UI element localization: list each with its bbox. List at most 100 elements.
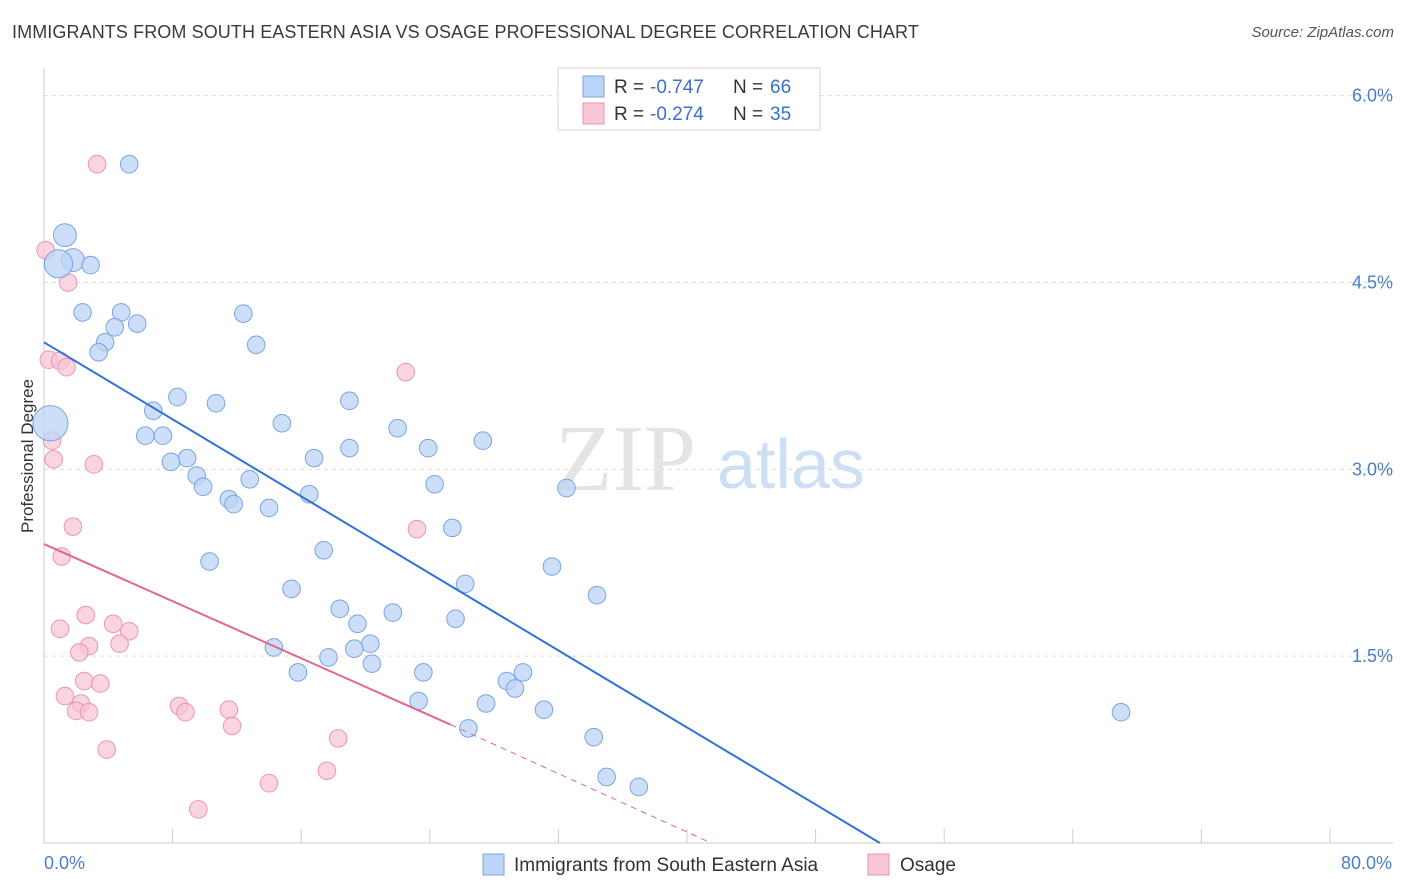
y-tick-label: 1.5%	[1352, 646, 1393, 666]
osage-point	[222, 716, 242, 736]
sea-point	[513, 663, 533, 682]
sea-point	[473, 431, 493, 450]
sea-point	[340, 438, 359, 458]
osage-point	[57, 357, 76, 377]
stats-r-value-osage: -0.274	[650, 104, 704, 125]
sea-point	[288, 663, 308, 682]
osage-point	[63, 517, 83, 536]
osage-point	[74, 671, 94, 691]
sea-point	[455, 574, 475, 594]
osage-point	[50, 619, 70, 639]
stats-r-value-sea: -0.747	[650, 77, 704, 98]
osage-point	[189, 800, 208, 819]
sea-point	[73, 303, 92, 322]
stats-n-value-osage: 35	[770, 104, 791, 125]
sea-point	[200, 552, 219, 571]
sea-point	[383, 603, 403, 622]
sea-point	[177, 448, 197, 468]
sea-point	[459, 719, 478, 738]
stats-n-label-osage: N =	[733, 104, 763, 125]
sea-point	[32, 405, 69, 442]
osage-point	[119, 621, 139, 641]
osage-point	[176, 702, 195, 722]
x-tick-label-max: 80.0%	[1341, 853, 1392, 873]
trend-lines	[43, 341, 881, 844]
legend-swatch-sea	[482, 853, 505, 876]
y-tick-label: 3.0%	[1352, 459, 1393, 479]
sea-point	[361, 634, 380, 654]
osage-trend-line	[43, 543, 452, 726]
sea-point	[330, 599, 350, 619]
sea-trend-line	[43, 341, 881, 844]
sea-point	[340, 391, 359, 411]
y-tick-label: 4.5%	[1352, 273, 1393, 293]
sea-point	[264, 638, 284, 657]
stats-swatch-osage	[582, 102, 605, 125]
osage-point	[407, 519, 427, 539]
sea-point	[127, 314, 147, 333]
sea-point	[259, 498, 279, 518]
stats-box: R = -0.747 N = 66 R = -0.274 N = 35	[557, 67, 821, 131]
sea-point	[193, 477, 213, 497]
sea-point	[81, 255, 100, 275]
sea-point	[388, 418, 407, 438]
osage-point	[55, 686, 75, 706]
y-axis-label: Professional Degree	[18, 379, 37, 533]
watermark-atlas: atlas	[717, 425, 865, 503]
sea-point	[161, 452, 181, 472]
stats-n-value-sea: 66	[770, 77, 791, 98]
stats-r-label-osage: R =	[614, 104, 644, 125]
sea-point	[272, 413, 292, 433]
osage-point	[259, 773, 279, 793]
y-tick-label: 6.0%	[1352, 86, 1393, 106]
y-tick-labels: 1.5% 3.0% 4.5% 6.0%	[1352, 86, 1393, 666]
gridlines	[44, 95, 1393, 657]
stats-r-label-sea: R =	[614, 77, 644, 98]
osage-point	[90, 674, 110, 693]
sea-point	[629, 777, 649, 797]
sea-point	[234, 304, 253, 323]
sea-point	[304, 448, 324, 468]
sea-point	[105, 318, 125, 337]
sea-point	[443, 518, 462, 538]
osage-point	[79, 702, 99, 722]
osage-point	[87, 154, 107, 174]
sea-point	[587, 585, 607, 605]
sea-point	[206, 394, 226, 413]
x-tick-label-min: 0.0%	[44, 853, 85, 873]
legend-label-sea: Immigrants from South Eastern Asia	[514, 855, 819, 876]
sea-point	[43, 249, 74, 279]
sea-point	[246, 335, 266, 355]
osage-point	[328, 729, 348, 748]
sea-point	[505, 679, 525, 698]
sea-point	[89, 342, 108, 362]
sea-point	[135, 426, 155, 446]
sea-point	[584, 727, 604, 747]
sea-point	[418, 438, 438, 458]
sea-point	[348, 614, 367, 634]
sea-point	[240, 470, 260, 489]
sea-point	[52, 223, 77, 248]
sea-point	[597, 767, 616, 787]
osage-point	[396, 362, 415, 382]
sea-point	[144, 401, 163, 421]
sea-point	[344, 639, 364, 658]
osage-point	[52, 547, 71, 566]
source-label: Source: ZipAtlas.com	[1251, 24, 1394, 41]
sea-point	[224, 494, 243, 514]
osage-point	[44, 450, 63, 469]
sea-point	[534, 700, 554, 720]
osage-point	[110, 634, 129, 654]
sea-point	[319, 648, 338, 667]
sea-point	[1111, 702, 1131, 722]
sea-point	[476, 694, 496, 713]
osage-points	[36, 154, 427, 819]
sea-point	[119, 154, 139, 174]
legend: Immigrants from South Eastern Asia Osage	[482, 853, 956, 876]
sea-points	[32, 154, 1131, 797]
sea-point	[557, 478, 576, 498]
chart-title: IMMIGRANTS FROM SOUTH EASTERN ASIA VS OS…	[12, 22, 919, 42]
osage-point	[97, 740, 116, 759]
sea-point	[362, 654, 382, 673]
